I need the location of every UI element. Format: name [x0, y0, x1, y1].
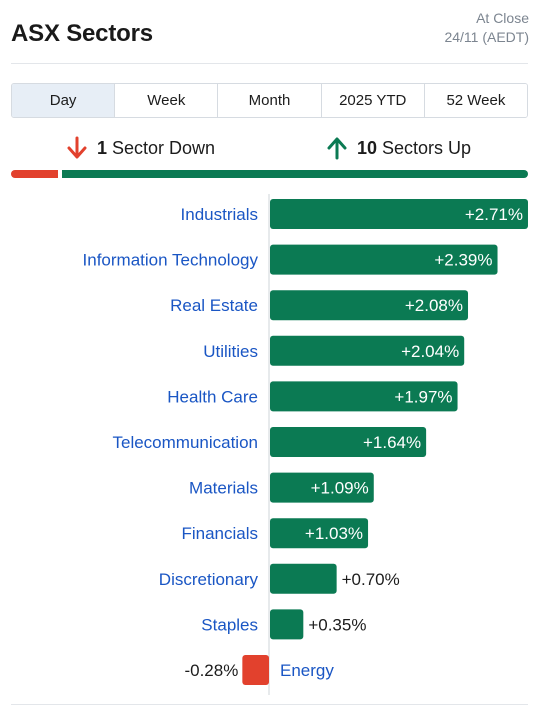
category-label[interactable]: Financials: [181, 524, 258, 543]
bar-energy[interactable]: [242, 655, 269, 685]
category-label[interactable]: Discretionary: [159, 570, 259, 589]
category-label[interactable]: Health Care: [167, 387, 258, 406]
sectors-up-label: Sectors Up: [382, 137, 472, 158]
bar-information-technology[interactable]: [270, 244, 498, 275]
category-label[interactable]: Energy: [280, 661, 334, 680]
arrow-down-icon: [67, 136, 87, 159]
value-label: +2.08%: [405, 296, 463, 315]
tab-ytd[interactable]: 2025 YTD: [320, 84, 424, 117]
market-status: At Close 24/11 (AEDT): [444, 9, 529, 47]
tab-52-week[interactable]: 52 Week: [423, 84, 527, 117]
value-label: +0.70%: [342, 570, 400, 589]
sectors-up-summary: 10 Sectors Up: [326, 136, 471, 160]
category-label[interactable]: Telecommunication: [112, 433, 258, 452]
value-label: -0.28%: [184, 661, 238, 680]
period-tabs: Day Week Month 2025 YTD 52 Week: [11, 83, 528, 118]
header-divider: [11, 63, 528, 64]
category-label[interactable]: Utilities: [203, 342, 258, 361]
page-title: ASX Sectors: [11, 20, 153, 47]
value-label: +1.09%: [311, 479, 369, 498]
bar-materials[interactable]: [270, 472, 374, 503]
value-label: +2.04%: [401, 342, 459, 361]
category-label[interactable]: Industrials: [181, 205, 258, 224]
sector-performance-chart: Industrials +2.71% Information Technology +…: [83, 194, 528, 695]
value-label: +1.97%: [394, 387, 452, 406]
value-label: +0.35%: [308, 615, 366, 634]
category-label[interactable]: Materials: [189, 479, 258, 498]
breadth-down-segment: [11, 170, 58, 178]
bar-telecommunication[interactable]: [270, 427, 427, 457]
value-label: +1.64%: [363, 433, 421, 452]
bar-discretionary[interactable]: [270, 563, 337, 594]
value-label: +1.03%: [305, 524, 363, 543]
market-status-date: 24/11 (AEDT): [444, 29, 529, 45]
tab-week[interactable]: Week: [114, 84, 218, 117]
bar-health-care[interactable]: [270, 381, 458, 412]
bar-utilities[interactable]: [270, 335, 465, 366]
category-label[interactable]: Information Technology: [83, 251, 259, 270]
sectors-down-summary: 1 Sector Down: [66, 136, 215, 160]
tab-month[interactable]: Month: [217, 84, 321, 117]
bar-staples[interactable]: [270, 609, 304, 640]
sectors-up-count: 10: [357, 137, 378, 158]
market-breadth-bar: [11, 170, 528, 178]
category-label[interactable]: Staples: [201, 615, 258, 634]
value-label: +2.71%: [465, 205, 523, 224]
tab-day[interactable]: Day: [12, 84, 115, 117]
category-label[interactable]: Real Estate: [170, 296, 258, 315]
bar-real-estate[interactable]: [270, 290, 469, 321]
bar-industrials[interactable]: [270, 199, 528, 229]
sectors-down-label: Sector Down: [112, 137, 216, 158]
value-label: +2.39%: [434, 251, 492, 270]
breadth-up-segment: [62, 170, 528, 178]
bar-financials[interactable]: [270, 518, 369, 549]
arrow-up-icon: [327, 137, 347, 160]
sectors-down-count: 1: [97, 137, 108, 158]
market-status-label: At Close: [476, 10, 529, 26]
